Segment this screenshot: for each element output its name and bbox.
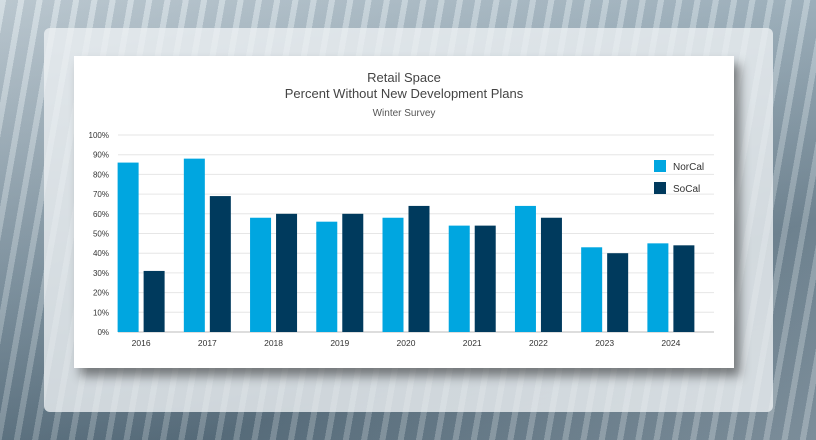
bar-socal-2023 [607, 253, 629, 332]
x-tick-label: 2024 [661, 338, 680, 348]
bar-norcal-2020 [382, 217, 404, 332]
y-tick-label: 0% [97, 328, 109, 337]
bar-norcal-2022 [514, 205, 536, 332]
bar-socal-2016 [143, 270, 165, 332]
bar-norcal-2024 [647, 243, 669, 332]
y-tick-label: 100% [89, 131, 109, 140]
x-tick-label: 2023 [595, 338, 614, 348]
x-tick-label: 2022 [529, 338, 548, 348]
chart-subtitle: Percent Without New Development Plans [285, 86, 524, 101]
bar-socal-2018 [276, 213, 298, 332]
y-tick-label: 40% [93, 249, 109, 258]
x-tick-label: 2018 [264, 338, 283, 348]
y-tick-label: 30% [93, 269, 109, 278]
bar-norcal-2018 [250, 217, 272, 332]
x-tick-label: 2019 [330, 338, 349, 348]
x-tick-label: 2020 [397, 338, 416, 348]
legend-label-norcal: NorCal [673, 162, 704, 173]
y-tick-label: 60% [93, 210, 109, 219]
bar-socal-2022 [540, 217, 562, 332]
chart-survey-label: Winter Survey [373, 108, 436, 119]
y-tick-label: 20% [93, 289, 109, 298]
bar-socal-2021 [474, 225, 496, 332]
bar-socal-2024 [673, 245, 695, 332]
legend-swatch-norcal [654, 160, 666, 172]
bars [117, 158, 695, 332]
bar-norcal-2019 [316, 221, 338, 332]
y-tick-label: 50% [93, 230, 109, 239]
x-tick-label: 2021 [463, 338, 482, 348]
bar-norcal-2016 [117, 162, 139, 332]
x-axis: 2016 2017 2018 2019 2020 2021 2022 2023 2024 [132, 338, 681, 348]
chart-card: Retail Space Percent Without New Develop… [74, 56, 734, 368]
bar-socal-2017 [209, 196, 231, 332]
y-axis: 0% 10% 20% 30% 40% 50% 60% 70% 80% 90% 100% [89, 131, 109, 337]
y-tick-label: 90% [93, 151, 109, 160]
bar-norcal-2021 [448, 225, 470, 332]
y-tick-label: 70% [93, 190, 109, 199]
legend-swatch-socal [654, 182, 666, 194]
y-tick-label: 80% [93, 170, 109, 179]
chart-title: Retail Space [367, 70, 441, 85]
x-tick-label: 2017 [198, 338, 217, 348]
legend-label-socal: SoCal [673, 184, 700, 195]
bar-socal-2020 [408, 205, 430, 332]
bar-norcal-2017 [183, 158, 205, 332]
bar-norcal-2023 [581, 247, 603, 332]
legend: NorCal SoCal [654, 160, 704, 195]
bar-chart: Retail Space Percent Without New Develop… [89, 70, 714, 348]
x-tick-label: 2016 [132, 338, 151, 348]
y-tick-label: 10% [93, 308, 109, 317]
bar-socal-2019 [342, 213, 364, 332]
